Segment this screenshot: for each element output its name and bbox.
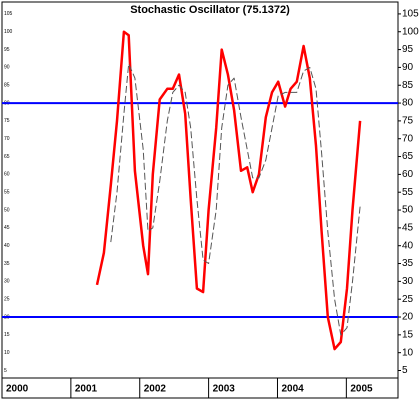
y-tick-label-left: 35	[4, 261, 10, 267]
y-tick-label-left: 40	[4, 243, 10, 249]
y-tick-label: 90	[402, 62, 414, 73]
plot-frame	[1, 1, 399, 379]
x-tick-label: 2001	[75, 384, 98, 395]
y-tick-label-left: 70	[4, 136, 10, 142]
y-tick-label: 105	[402, 9, 419, 20]
y-tick-label-left: 10	[4, 350, 10, 356]
y-tick-label: 80	[402, 98, 414, 109]
chart-title: Stochastic Oscillator (75.1372)	[130, 4, 290, 16]
y-tick-label: 95	[402, 44, 414, 55]
y-tick-label: 50	[402, 205, 414, 216]
year-strip	[1, 377, 399, 399]
y-tick-label: 60	[402, 169, 414, 180]
y-tick-label-left: 15	[4, 332, 10, 338]
y-tick-label: 65	[402, 151, 414, 162]
x-tick-label: 2000	[6, 384, 29, 395]
y-tick-label-left: 30	[4, 279, 10, 285]
y-tick-label-left: 45	[4, 225, 10, 231]
y-tick-label-left: 55	[4, 190, 10, 196]
y-tick-label: 25	[402, 294, 414, 305]
y-tick-label-left: 50	[4, 207, 10, 213]
y-tick-label: 10	[402, 347, 414, 358]
y-tick-label-left: 25	[4, 297, 10, 303]
x-tick-label: 2005	[350, 384, 373, 395]
y-tick-label: 30	[402, 276, 414, 287]
oscillator-line	[95, 30, 362, 351]
y-tick-label: 45	[402, 223, 414, 234]
y-tick-label: 5	[402, 365, 408, 376]
y-tick-label: 85	[402, 80, 414, 91]
x-tick-label: 2003	[213, 384, 236, 395]
y-tick-label-left: 90	[4, 65, 10, 71]
y-tick-label-left: 85	[4, 83, 10, 89]
y-tick-label: 100	[402, 26, 419, 37]
y-tick-label-left: 105	[4, 11, 13, 17]
y-tick-label: 70	[402, 133, 414, 144]
y-tick-label: 55	[402, 187, 414, 198]
y-tick-label: 35	[402, 258, 414, 269]
y-tick-label: 15	[402, 329, 414, 340]
y-tick-label: 40	[402, 240, 414, 251]
y-tick-label: 75	[402, 116, 414, 127]
x-tick-label: 2002	[144, 384, 167, 395]
y-tick-label-left: 5	[4, 368, 7, 374]
y-tick-label: 20	[402, 312, 414, 323]
y-tick-label-left: 65	[4, 154, 10, 160]
signal-line	[110, 63, 361, 336]
x-tick-label: 2004	[281, 384, 304, 395]
y-tick-label-left: 75	[4, 118, 10, 124]
y-tick-label-left: 95	[4, 47, 10, 53]
y-tick-label-left: 100	[4, 29, 13, 35]
y-tick-label-left: 60	[4, 172, 10, 178]
